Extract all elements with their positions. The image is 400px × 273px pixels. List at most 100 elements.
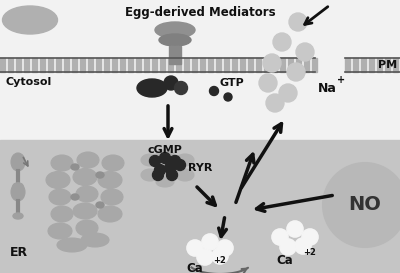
Circle shape [280, 239, 296, 255]
Ellipse shape [49, 189, 71, 205]
Ellipse shape [156, 150, 174, 160]
Bar [136, 58, 141, 72]
Bar [128, 58, 133, 72]
Bar [32, 58, 37, 72]
Bar [168, 58, 173, 72]
Circle shape [164, 76, 178, 90]
Ellipse shape [71, 164, 79, 170]
Text: Na: Na [318, 82, 337, 94]
Bar [80, 58, 85, 72]
Circle shape [217, 240, 233, 256]
Bar [152, 58, 157, 72]
Text: NO: NO [348, 195, 382, 215]
Bar [216, 58, 221, 72]
Circle shape [170, 156, 180, 167]
Ellipse shape [102, 155, 124, 171]
Circle shape [174, 159, 186, 171]
Ellipse shape [76, 186, 98, 202]
Ellipse shape [96, 172, 104, 178]
Bar [160, 58, 165, 72]
Bar [200, 58, 205, 72]
Ellipse shape [2, 6, 58, 34]
Circle shape [263, 54, 281, 72]
Ellipse shape [77, 152, 99, 168]
Circle shape [266, 94, 284, 112]
Ellipse shape [51, 155, 73, 171]
Bar [112, 58, 117, 72]
Bar [176, 58, 181, 72]
Text: Ca: Ca [277, 254, 293, 266]
Ellipse shape [13, 213, 23, 219]
Text: RYR: RYR [188, 163, 212, 173]
Ellipse shape [155, 22, 195, 38]
Bar [8, 58, 13, 72]
Circle shape [160, 153, 170, 164]
Bar [169, 46, 181, 64]
Bar [208, 58, 213, 72]
Circle shape [289, 13, 307, 31]
Ellipse shape [46, 171, 70, 188]
Text: +2: +2 [213, 256, 226, 265]
Bar [232, 58, 237, 72]
Ellipse shape [156, 177, 174, 187]
Bar [296, 58, 301, 72]
Circle shape [295, 238, 311, 254]
Ellipse shape [98, 171, 122, 188]
Text: +2: +2 [303, 248, 316, 257]
Circle shape [212, 248, 228, 264]
Ellipse shape [96, 202, 104, 208]
Bar [0, 140, 400, 273]
Bar [104, 58, 109, 72]
Ellipse shape [13, 183, 23, 189]
Ellipse shape [76, 220, 98, 236]
Circle shape [197, 249, 213, 265]
Text: Egg-derived Mediators: Egg-derived Mediators [125, 6, 275, 19]
Ellipse shape [73, 168, 97, 185]
Text: Ca: Ca [187, 262, 203, 273]
Bar [144, 58, 149, 72]
Bar [377, 58, 382, 72]
Circle shape [302, 229, 318, 245]
Ellipse shape [73, 203, 97, 219]
Circle shape [287, 63, 305, 81]
Bar [192, 58, 197, 72]
Circle shape [187, 240, 203, 256]
Ellipse shape [137, 79, 167, 97]
Bar [264, 58, 269, 72]
Circle shape [174, 82, 188, 94]
Bar [280, 58, 285, 72]
Ellipse shape [51, 206, 73, 222]
Circle shape [273, 33, 291, 51]
Bar [0, 0, 400, 140]
Bar [224, 58, 229, 72]
Bar [0, 58, 5, 72]
Bar [120, 58, 125, 72]
Ellipse shape [141, 169, 159, 181]
Bar [48, 58, 53, 72]
Circle shape [272, 229, 288, 245]
Bar [272, 58, 277, 72]
Circle shape [202, 234, 218, 250]
Bar [240, 58, 245, 72]
Ellipse shape [11, 153, 25, 171]
Bar [353, 58, 358, 72]
Circle shape [210, 87, 218, 96]
Circle shape [150, 156, 160, 167]
Circle shape [259, 74, 277, 92]
Bar [88, 58, 93, 72]
Bar [288, 58, 293, 72]
Text: PM: PM [378, 60, 397, 70]
Circle shape [164, 162, 176, 174]
Bar [72, 58, 77, 72]
Ellipse shape [11, 183, 25, 201]
Bar [96, 58, 101, 72]
Bar [256, 58, 261, 72]
Ellipse shape [176, 169, 194, 181]
Bar [16, 58, 21, 72]
Text: +: + [337, 75, 345, 85]
Circle shape [154, 165, 166, 176]
Text: ER: ER [10, 245, 28, 259]
Ellipse shape [81, 233, 109, 247]
Circle shape [279, 84, 297, 102]
Bar [304, 58, 309, 72]
